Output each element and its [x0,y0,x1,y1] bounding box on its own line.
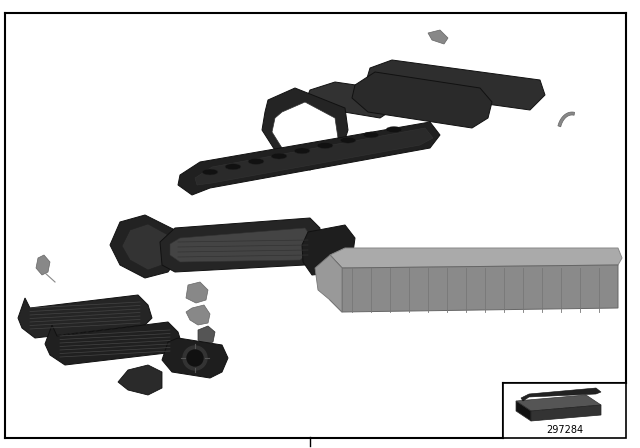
Polygon shape [198,326,215,345]
Polygon shape [178,122,440,195]
Polygon shape [122,224,172,270]
Polygon shape [428,30,448,44]
Polygon shape [363,132,379,138]
Text: 1: 1 [305,447,315,448]
Polygon shape [170,228,312,262]
Polygon shape [516,395,601,411]
Polygon shape [118,365,162,395]
Polygon shape [315,255,342,312]
Polygon shape [110,215,180,278]
Polygon shape [531,405,601,421]
Polygon shape [262,88,348,170]
Polygon shape [45,322,182,365]
Polygon shape [340,137,356,143]
Polygon shape [160,218,320,272]
Polygon shape [18,295,152,338]
Polygon shape [195,128,433,185]
Polygon shape [186,305,210,325]
Polygon shape [558,112,575,127]
Polygon shape [305,82,395,118]
Polygon shape [352,72,492,128]
Polygon shape [317,142,333,148]
Polygon shape [202,169,218,175]
Polygon shape [271,153,287,159]
Circle shape [183,346,207,370]
Polygon shape [330,255,342,312]
Polygon shape [36,255,50,275]
Text: 297284: 297284 [547,425,584,435]
Polygon shape [248,159,264,164]
Polygon shape [386,127,402,133]
Polygon shape [521,388,601,401]
Polygon shape [225,164,241,170]
Polygon shape [342,265,618,312]
Polygon shape [330,248,622,268]
Polygon shape [365,60,545,110]
Polygon shape [162,338,228,378]
Polygon shape [516,401,531,421]
Circle shape [187,350,203,366]
Polygon shape [302,225,355,275]
Polygon shape [272,102,338,160]
Polygon shape [186,282,208,303]
Polygon shape [294,148,310,154]
Bar [503,383,626,438]
